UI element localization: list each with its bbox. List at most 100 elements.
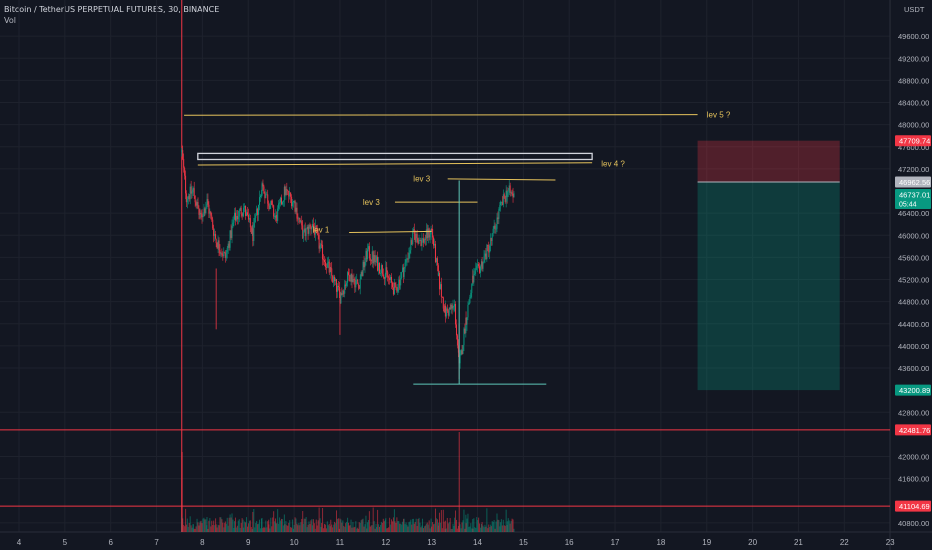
candle-body bbox=[366, 249, 368, 260]
candle-body bbox=[274, 216, 276, 217]
volume-bar bbox=[402, 521, 404, 532]
candle-body bbox=[450, 304, 452, 310]
volume-bar bbox=[419, 522, 421, 532]
volume-bar bbox=[444, 520, 446, 532]
volume-bar bbox=[372, 507, 374, 532]
volume-bar bbox=[345, 523, 347, 532]
candle-body bbox=[313, 227, 315, 235]
volume-bar bbox=[430, 518, 432, 532]
volume-bar bbox=[438, 522, 440, 532]
candle-body bbox=[502, 194, 504, 205]
candle-body bbox=[255, 215, 257, 218]
volume-bar bbox=[491, 521, 493, 532]
price-tag bbox=[895, 384, 931, 396]
candle-body bbox=[327, 261, 329, 263]
volume-bar bbox=[466, 518, 468, 532]
volume-bar bbox=[353, 527, 355, 532]
volume-bar bbox=[461, 522, 463, 532]
volume-bar bbox=[403, 518, 405, 532]
volume-bar bbox=[235, 527, 237, 532]
candle-body bbox=[237, 216, 239, 220]
volume-bar bbox=[201, 523, 203, 532]
candle-body bbox=[259, 195, 261, 198]
candle-body bbox=[490, 237, 492, 242]
candle-body bbox=[368, 246, 370, 259]
candle-body bbox=[316, 229, 318, 234]
volume-bar bbox=[435, 518, 437, 532]
volume-bar bbox=[469, 526, 471, 532]
x-tick-label: 20 bbox=[748, 538, 757, 547]
candle-body bbox=[385, 267, 387, 275]
volume-bar bbox=[309, 524, 311, 532]
candle-body bbox=[286, 189, 288, 191]
volume-bar bbox=[339, 518, 341, 532]
volume-bar bbox=[492, 522, 494, 532]
candle-body bbox=[194, 196, 196, 203]
volume-bar bbox=[322, 508, 324, 532]
volume-bar bbox=[458, 432, 460, 532]
volume-bar bbox=[193, 528, 195, 532]
volume-bar bbox=[280, 518, 282, 532]
candle-body bbox=[437, 265, 439, 276]
candle-body bbox=[401, 272, 403, 279]
x-tick-label: 12 bbox=[381, 538, 390, 547]
candle-body bbox=[314, 225, 316, 235]
candle-body bbox=[485, 253, 487, 260]
volume-bar bbox=[198, 525, 200, 532]
volume-bar bbox=[417, 518, 419, 532]
candle-body bbox=[349, 280, 351, 282]
candle-body bbox=[397, 288, 399, 292]
volume-bar bbox=[471, 528, 473, 532]
x-tick-label: 19 bbox=[702, 538, 711, 547]
candle-body bbox=[260, 195, 262, 197]
candle-body bbox=[338, 287, 340, 293]
candle-body bbox=[370, 259, 372, 262]
volume-bar bbox=[324, 524, 326, 532]
candle-body bbox=[285, 189, 287, 196]
candle-body bbox=[367, 246, 369, 250]
volume-bar bbox=[502, 519, 504, 532]
price-tag-label: 46737.01 bbox=[899, 191, 930, 200]
volume-bar bbox=[323, 523, 325, 532]
candle-body bbox=[455, 324, 457, 336]
candle-body bbox=[451, 304, 453, 309]
candle-body bbox=[501, 201, 503, 205]
candle-body bbox=[209, 211, 211, 214]
volume-bar bbox=[356, 528, 358, 532]
candle-body bbox=[455, 304, 457, 325]
volume-bar bbox=[381, 522, 383, 532]
volume-bar bbox=[362, 518, 364, 532]
candle-body bbox=[403, 268, 405, 277]
volume-bar bbox=[251, 528, 253, 532]
volume-bar bbox=[490, 526, 492, 532]
volume-bar bbox=[389, 517, 391, 532]
volume-bar bbox=[188, 522, 190, 532]
volume-bar bbox=[483, 527, 485, 532]
volume-bar bbox=[192, 524, 194, 532]
candle-body bbox=[412, 231, 414, 245]
candle-body bbox=[403, 267, 405, 277]
candle-body bbox=[212, 219, 214, 229]
candle-body bbox=[201, 214, 203, 218]
candle-body bbox=[308, 225, 310, 234]
x-tick-label: 16 bbox=[565, 538, 574, 547]
candle-body bbox=[273, 205, 275, 217]
volume-bar bbox=[253, 509, 255, 532]
candle-body bbox=[390, 276, 392, 280]
volume-bar bbox=[293, 524, 295, 532]
candle-body bbox=[351, 273, 353, 283]
volume-bar bbox=[374, 528, 376, 532]
volume-bar bbox=[404, 524, 406, 532]
volume-bar bbox=[355, 521, 357, 532]
volume-bar bbox=[229, 514, 231, 532]
volume-bar bbox=[242, 519, 244, 532]
candle-body bbox=[376, 256, 378, 261]
candle-body bbox=[459, 355, 461, 364]
volume-bar bbox=[300, 522, 302, 532]
volume-bar bbox=[412, 518, 414, 532]
volume-bar bbox=[365, 515, 367, 532]
volume-bar bbox=[302, 524, 304, 532]
volume-bar bbox=[338, 528, 340, 532]
candle-body bbox=[481, 261, 483, 269]
